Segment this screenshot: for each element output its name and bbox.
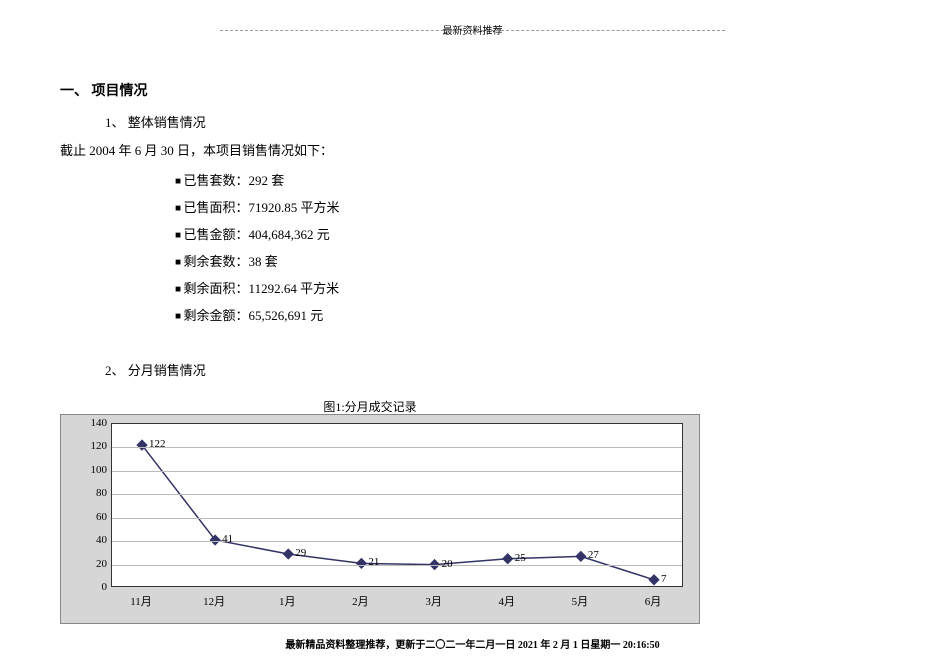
data-point-label: 7 xyxy=(661,573,667,585)
section-1-title: 一、 项目情况 xyxy=(60,80,148,100)
x-tick-label: 5月 xyxy=(572,593,589,609)
list-item: 已售面积：71920.85 平方米 xyxy=(175,195,340,222)
y-tick-label: 0 xyxy=(81,581,107,593)
x-tick-label: 12月 xyxy=(203,593,225,609)
x-tick-label: 11月 xyxy=(130,593,152,609)
x-tick-label: 1月 xyxy=(279,593,296,609)
subsection-2-title: 2、 分月销售情况 xyxy=(105,360,206,379)
x-tick-label: 3月 xyxy=(425,593,442,609)
y-tick-label: 120 xyxy=(81,440,107,452)
y-tick-label: 100 xyxy=(81,464,107,476)
data-point-label: 29 xyxy=(295,547,306,559)
data-point-label: 25 xyxy=(515,552,526,564)
y-tick-label: 80 xyxy=(81,487,107,499)
y-tick-label: 40 xyxy=(81,534,107,546)
x-tick-label: 2月 xyxy=(352,593,369,609)
list-item: 剩余面积：11292.64 平方米 xyxy=(175,276,340,303)
header-rule xyxy=(220,30,725,33)
list-item: 剩余套数：38 套 xyxy=(175,249,340,276)
page-footer: 最新精品资料整理推荐，更新于二〇二一年二月一日 2021 年 2 月 1 日星期… xyxy=(0,636,945,651)
data-point-label: 27 xyxy=(588,549,599,561)
monthly-chart: 0 20 40 60 80 100 120 140 11月 12月 1月 2月 3月 4月 5月 6月 122 4… xyxy=(60,414,700,624)
subsection-1-title: 1、 整体销售情况 xyxy=(105,112,206,131)
chart-title: 图1:分月成交记录 xyxy=(60,398,680,415)
list-item: 剩余金额：65,526,691 元 xyxy=(175,303,340,330)
data-point-label: 122 xyxy=(149,438,166,450)
list-item: 已售套数：292 套 xyxy=(175,168,340,195)
stats-list: 已售套数：292 套 已售面积：71920.85 平方米 已售金额：404,68… xyxy=(175,168,340,330)
data-point-label: 21 xyxy=(368,556,379,568)
plot-area xyxy=(111,423,683,587)
list-item: 已售金额：404,684,362 元 xyxy=(175,222,340,249)
y-tick-label: 60 xyxy=(81,511,107,523)
y-tick-label: 20 xyxy=(81,558,107,570)
chart-svg xyxy=(112,424,684,588)
intro-text: 截止 2004 年 6 月 30 日，本项目销售情况如下： xyxy=(60,140,333,159)
data-point-label: 41 xyxy=(222,533,233,545)
x-tick-label: 4月 xyxy=(498,593,515,609)
y-tick-label: 140 xyxy=(81,417,107,429)
data-point-label: 20 xyxy=(442,558,453,570)
x-tick-label: 6月 xyxy=(645,593,662,609)
